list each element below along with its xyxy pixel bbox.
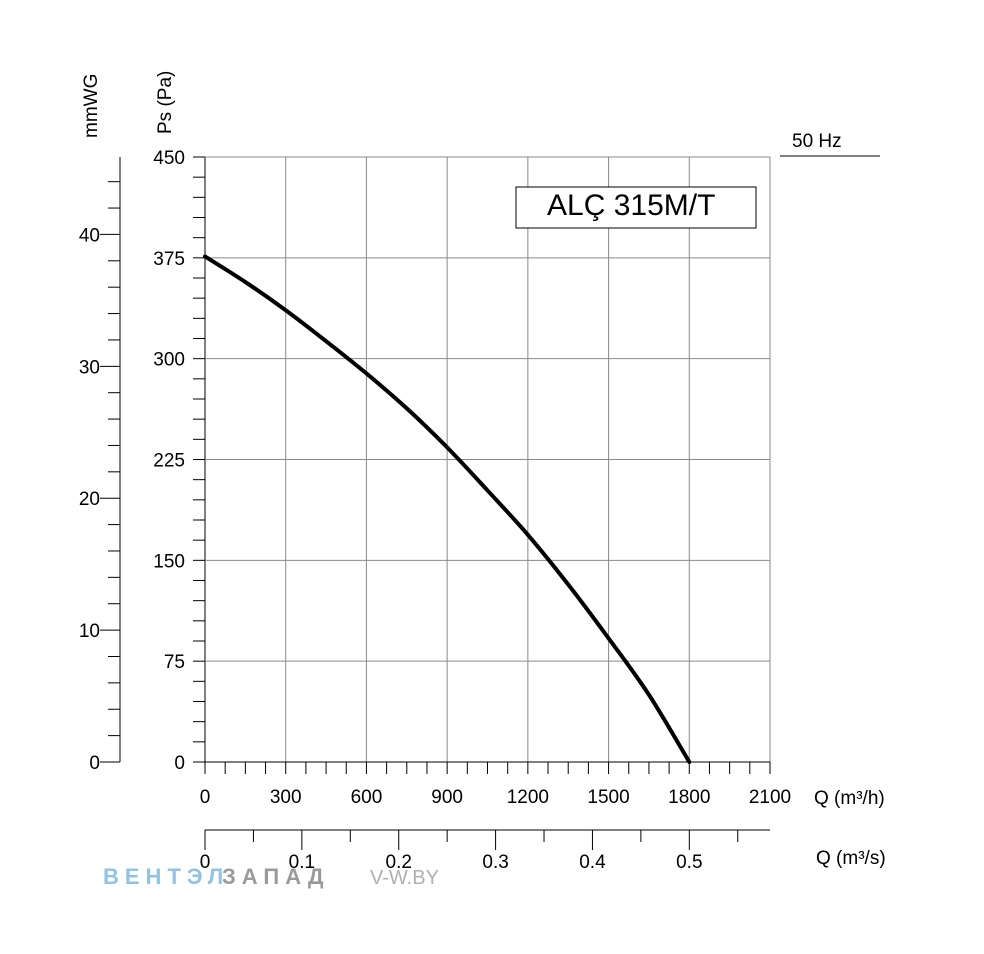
y-tick-label-mmwg: 20: [79, 489, 100, 510]
watermark-brand-part1: ВЕНТЭЛ: [103, 864, 229, 889]
x-tick-label-m3h: 600: [351, 787, 383, 808]
y-axis-title-mmwg: mmWG: [81, 74, 102, 138]
x-tick-label-m3s: 0: [200, 852, 211, 873]
y-tick-label-mmwg: 30: [79, 357, 100, 378]
x-axis-title-m3s: Q (m³/s): [816, 848, 886, 869]
x-tick-label-m3h: 0: [200, 787, 211, 808]
y-tick-label-mmwg: 10: [79, 621, 100, 642]
y-axis-title-pa: Ps (Pa): [155, 71, 176, 134]
y-tick-label-mmwg: 0: [89, 753, 100, 774]
x-tick-label-m3h: 2100: [749, 787, 791, 808]
y-tick-label-pa: 375: [153, 249, 185, 270]
x-tick-label-m3h: 300: [270, 787, 302, 808]
y-tick-label-pa: 225: [153, 451, 185, 472]
x-tick-label-m3s: 0.2: [386, 852, 412, 873]
x-axis-title-m3h: Q (m³/h): [814, 788, 885, 809]
x-tick-label-m3s: 0.3: [482, 852, 508, 873]
y-tick-label-pa: 450: [153, 148, 185, 169]
watermark-brand-part2: ЗАПАД: [222, 864, 330, 889]
model-label-box: [515, 186, 757, 229]
x-tick-label-m3h: 900: [431, 787, 463, 808]
model-label: ALÇ 315M/T: [547, 189, 715, 222]
watermark-url: V-W.BY: [370, 867, 439, 889]
y-tick-label-mmwg: 40: [79, 225, 100, 246]
x-tick-label-m3h: 1500: [587, 787, 629, 808]
y-tick-label-pa: 300: [153, 350, 185, 371]
x-tick-label-m3s: 0.4: [579, 852, 606, 873]
x-tick-label-m3h: 1800: [668, 787, 710, 808]
y-tick-label-pa: 0: [174, 753, 185, 774]
x-tick-label-m3s: 0.5: [676, 852, 702, 873]
grid: [204, 156, 771, 763]
x-tick-label-m3h: 1200: [507, 787, 549, 808]
curve-layer: [203, 254, 692, 764]
y-tick-label-pa: 150: [153, 551, 185, 572]
frequency-label: 50 Hz: [792, 131, 842, 152]
x-tick-label-m3s: 0.1: [289, 852, 315, 873]
y-tick-label-pa: 75: [164, 652, 185, 673]
